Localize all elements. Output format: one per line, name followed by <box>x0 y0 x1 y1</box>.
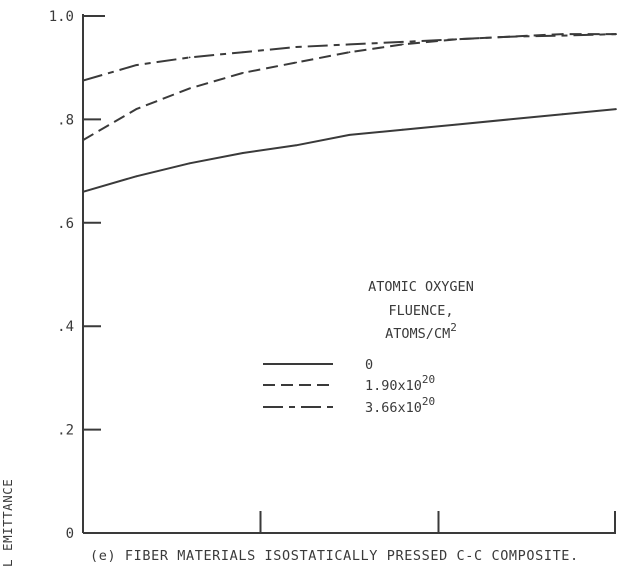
series-1-point-5 <box>348 51 351 54</box>
series-2-point-6 <box>401 41 404 43</box>
series-1-point-4 <box>295 61 298 64</box>
legend-label-2: 3.66x1020 <box>365 395 435 416</box>
series-line-2 <box>82 33 617 82</box>
series-2-point-1 <box>135 64 138 66</box>
legend-label-0: 0 <box>365 357 373 373</box>
series-0-point-10 <box>615 108 617 110</box>
chart-caption: (e) FIBER MATERIALS ISOSTATICALLY PRESSE… <box>90 548 579 564</box>
y-tick-label-1: .2 <box>57 423 74 439</box>
y-tick-label-0: 0 <box>66 526 74 542</box>
y-tick-label-3: .6 <box>57 216 74 232</box>
legend-label-1: 1.90x1020 <box>365 373 435 394</box>
legend-label-base-1: 1.90x10 <box>365 378 422 394</box>
series-layer <box>82 33 617 193</box>
legend-title-line-3: ATOMS/CM2 <box>385 321 457 342</box>
series-2-point-0 <box>82 79 84 82</box>
series-2-point-9 <box>561 34 564 37</box>
series-2-point-3 <box>242 51 244 54</box>
y-axis-label: L EMITTANCE <box>0 479 15 567</box>
series-0-point-7 <box>455 123 457 126</box>
y-tick-label-5: 1.0 <box>49 9 74 25</box>
series-0-point-0 <box>82 190 84 193</box>
series-0-point-4 <box>295 144 298 147</box>
axes: 0 .2 .4 .6 .8 1.0 <box>49 9 616 542</box>
series-2-point-2 <box>188 56 191 59</box>
y-tick-label-4: .8 <box>57 112 74 128</box>
series-1-point-9 <box>561 33 564 35</box>
legend-title-line-2: FLUENCE, <box>388 303 453 319</box>
series-2-point-5 <box>348 43 351 46</box>
series-2-point-4 <box>295 46 298 48</box>
series-1-point-2 <box>188 87 191 90</box>
legend-label-exponent-1: 20 <box>422 373 435 386</box>
legend-label-base-0: 0 <box>365 357 373 373</box>
legend-label-base-2: 3.66x10 <box>365 400 422 416</box>
series-0-point-6 <box>401 128 404 131</box>
legend-title-line-1: ATOMIC OXYGEN <box>368 279 474 295</box>
y-tick-label-2: .4 <box>57 319 74 335</box>
series-0-point-5 <box>348 134 351 136</box>
series-1-point-6 <box>401 43 404 46</box>
legend-label-exponent-2: 20 <box>422 395 435 408</box>
series-1-point-3 <box>242 72 244 74</box>
series-line-1 <box>82 33 616 141</box>
legend-title-superscript: 2 <box>450 321 457 334</box>
legend: ATOMIC OXYGEN FLUENCE, ATOMS/CM2 01.90x1… <box>263 279 474 416</box>
legend-title-units: ATOMS/CM <box>385 326 450 342</box>
series-1-point-0 <box>82 139 84 142</box>
series-0-point-9 <box>561 113 564 116</box>
series-2-point-10 <box>615 33 617 35</box>
series-1-point-1 <box>135 108 138 110</box>
series-0-point-8 <box>508 118 511 121</box>
series-2-point-8 <box>508 35 511 38</box>
series-line-0 <box>82 108 617 193</box>
series-0-point-1 <box>135 175 138 178</box>
series-0-point-2 <box>188 162 191 165</box>
series-0-point-3 <box>242 152 244 154</box>
series-2-point-7 <box>455 38 457 41</box>
